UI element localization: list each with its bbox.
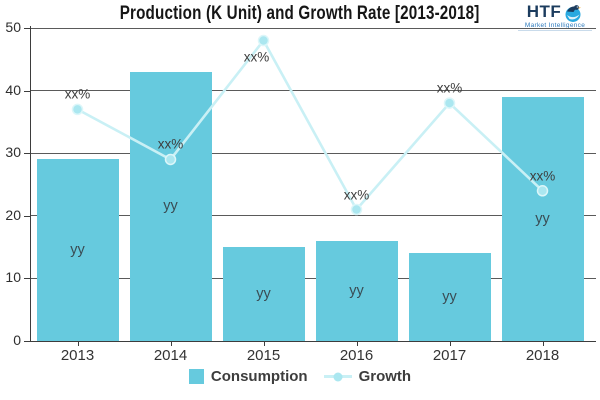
growth-label-2016: xx% [343,187,370,203]
growth-point-2016[interactable] [350,203,363,216]
x-tickmark-2016 [356,342,358,346]
y-tickmark-20 [24,215,30,217]
growth-point-2018[interactable] [536,185,549,197]
y-axis-label-20: 20 [5,206,21,223]
bar-2016[interactable] [315,240,398,341]
y-axis-label-10: 10 [5,269,21,286]
y-axis-line [30,26,31,342]
gridline-20 [30,215,596,217]
legend-label-consumption: Consumption [210,368,308,385]
x-axis-label-2013: 2013 [60,347,95,364]
gridline-10 [30,277,596,279]
legend: Consumption Growth [0,368,600,385]
y-axis-label-0: 0 [13,332,21,348]
growth-point-2017[interactable] [443,97,456,109]
bar-2015[interactable] [222,247,305,341]
y-axis-label-50: 50 [5,19,21,35]
legend-item-growth[interactable]: Growth [323,368,412,385]
y-axis-label-40: 40 [5,81,21,98]
x-axis-label-2016: 2016 [339,347,374,364]
growth-label-2017: xx% [436,80,463,96]
legend-item-consumption[interactable]: Consumption [188,368,308,385]
x-axis-label-2017: 2017 [432,347,467,364]
x-tickmark-2015 [263,342,265,346]
growth-point-2014[interactable] [164,153,177,166]
logo-brand: HTF [526,2,562,21]
growth-label-2015: xx% [243,49,270,65]
y-axis-label-30: 30 [5,144,21,161]
y-tickmark-10 [24,278,30,280]
chart-title: Production (K Unit) and Growth Rate [201… [120,2,480,24]
x-axis-label-2018: 2018 [525,347,560,364]
bird-logo-icon [565,5,582,22]
legend-label-growth: Growth [358,368,412,385]
growth-label-2013: xx% [64,86,91,102]
bar-label-2016: yy [349,282,364,299]
x-tickmark-2017 [449,342,451,346]
bar-label-2015: yy [256,286,271,303]
x-tickmark-2013 [77,342,79,346]
y-tickmark-50 [24,28,30,29]
y-tickmark-40 [24,90,30,92]
bar-label-2018: yy [535,210,550,227]
gridline-50 [30,27,596,29]
growth-line-icon [323,370,352,383]
gridline-40 [30,90,596,92]
growth-point-2013[interactable] [71,103,84,116]
growth-label-2018: xx% [529,168,556,184]
growth-label-2014: xx% [157,136,184,152]
bar-label-2014: yy [163,198,178,215]
x-tickmark-2014 [170,342,172,346]
growth-point-2015[interactable] [257,34,270,47]
y-tickmark-30 [24,153,30,155]
bar-label-2017: yy [442,289,457,306]
x-tickmark-2018 [542,342,544,346]
bar-2017[interactable] [408,253,491,341]
logo-tagline: Market Intelligence [518,22,592,31]
y-tickmark-0 [24,341,30,342]
consumption-swatch-icon [188,369,204,384]
x-axis-line [30,341,596,342]
x-axis-label-2014: 2014 [153,347,188,364]
bar-label-2013: yy [70,242,85,259]
htf-logo: HTF Market Intelligence [518,3,592,31]
x-axis-label-2015: 2015 [246,347,281,364]
